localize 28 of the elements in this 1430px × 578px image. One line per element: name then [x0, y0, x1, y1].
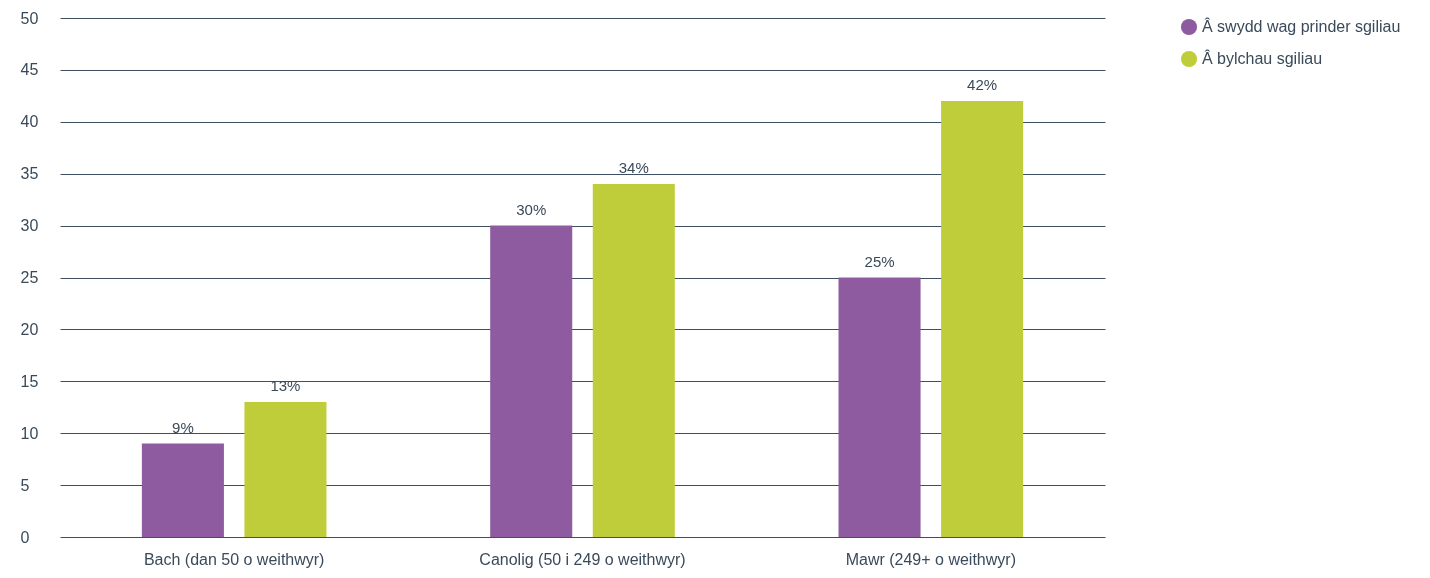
data-label: 34% — [618, 159, 649, 177]
legend-label: Â swydd wag prinder sgiliau — [1202, 17, 1401, 35]
y-tick-label: 0 — [20, 528, 30, 546]
y-tick-label: 20 — [20, 320, 39, 338]
y-tick-label: 40 — [20, 113, 39, 131]
bar — [592, 184, 675, 537]
x-tick-label: Canolig (50 i 249 o weithwyr) — [479, 550, 686, 568]
x-tick-label: Mawr (249+ o weithwyr) — [845, 550, 1016, 568]
y-tick-label: 50 — [20, 9, 39, 27]
y-tick-label: 30 — [20, 217, 39, 235]
y-tick-label: 5 — [20, 476, 30, 494]
data-label: 9% — [172, 418, 194, 436]
data-label: 13% — [270, 377, 301, 395]
y-tick-label: 25 — [20, 269, 39, 286]
y-tick-label: 35 — [20, 165, 39, 183]
data-label: 30% — [516, 200, 547, 218]
y-tick-label: 10 — [20, 424, 39, 442]
data-label: 42% — [967, 76, 998, 94]
bar — [141, 443, 224, 537]
bar — [941, 101, 1024, 537]
y-tick-label: 15 — [20, 372, 39, 390]
bar — [244, 402, 327, 537]
bar — [838, 277, 921, 537]
legend-label: Â bylchau sgiliau — [1202, 49, 1323, 67]
y-tick-label: 45 — [20, 61, 39, 79]
bar — [490, 225, 573, 537]
x-tick-label: Bach (dan 50 o weithwyr) — [143, 550, 325, 568]
data-label: 25% — [864, 252, 895, 270]
